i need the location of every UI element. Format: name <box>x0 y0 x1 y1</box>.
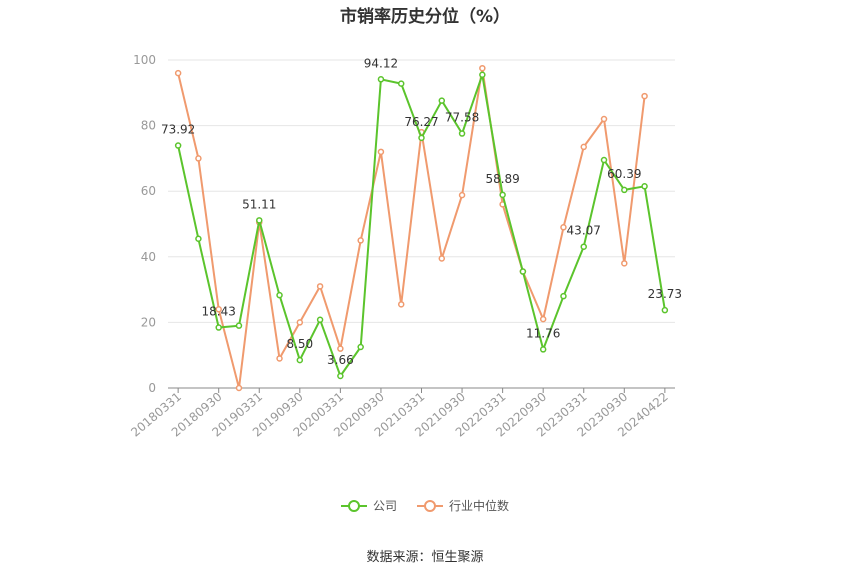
data-point-company <box>661 306 669 314</box>
chart-title: 市销率历史分位（%） <box>339 7 511 27</box>
legend-item-company[interactable]: 公司 <box>340 497 397 514</box>
data-point-company <box>641 183 648 190</box>
data-point-company <box>276 291 283 299</box>
data-point-industry <box>337 345 344 352</box>
data-label: 77.58 <box>445 111 479 125</box>
data-point-company <box>195 235 202 243</box>
y-tick-label: 80 <box>141 119 156 133</box>
data-point-industry <box>195 155 202 162</box>
data-label: 51.11 <box>242 197 276 211</box>
data-point-industry <box>174 69 182 77</box>
data-point-industry <box>600 115 608 123</box>
data-point-industry <box>580 143 587 151</box>
data-point-company <box>256 217 263 224</box>
data-point-company <box>235 322 243 329</box>
data-point-industry <box>641 92 648 100</box>
legend-company-swatch <box>340 499 367 512</box>
series-line-industry <box>177 67 646 389</box>
y-tick-label: 60 <box>141 184 156 198</box>
data-point-company <box>600 156 608 164</box>
data-point-industry <box>621 260 628 267</box>
data-label: 76.27 <box>404 115 438 129</box>
legend-industry-label: 行业中位数 <box>449 499 510 513</box>
data-point-industry <box>458 191 466 199</box>
data-point-industry <box>316 283 324 290</box>
data-label: 11.76 <box>526 326 560 340</box>
data-point-company <box>458 130 466 137</box>
data-label: 58.89 <box>485 172 519 186</box>
data-point-company <box>479 71 486 79</box>
data-point-company <box>316 316 324 324</box>
data-point-company <box>296 356 304 364</box>
y-tick-label: 0 <box>148 381 156 395</box>
data-point-industry <box>377 148 385 156</box>
data-point-industry <box>215 306 222 313</box>
data-label: 8.50 <box>286 337 313 351</box>
data-point-industry <box>479 64 486 72</box>
data-point-company <box>337 372 344 380</box>
data-label: 18.43 <box>202 305 236 319</box>
data-point-company <box>560 292 567 300</box>
data-point-industry <box>276 355 283 362</box>
source-note: 数据来源：恒生聚源 <box>366 550 484 565</box>
data-point-company <box>397 80 405 87</box>
data-point-company <box>539 346 547 353</box>
data-point-company <box>418 134 425 142</box>
data-point-company <box>215 324 222 331</box>
data-label: 23.73 <box>648 287 682 301</box>
y-tick-label: 20 <box>141 315 156 329</box>
data-point-industry <box>438 255 446 262</box>
data-point-company <box>580 243 587 250</box>
data-label: 43.07 <box>567 224 601 238</box>
data-point-industry <box>357 237 364 244</box>
data-point-industry <box>397 301 405 308</box>
legend-item-industry[interactable]: 行业中位数 <box>417 497 509 514</box>
data-point-industry <box>296 319 304 326</box>
data-label: 60.39 <box>607 167 641 181</box>
data-point-company <box>357 343 364 351</box>
data-point-company <box>621 186 628 194</box>
data-label: 3.66 <box>327 353 354 367</box>
data-label: 73.92 <box>161 123 195 137</box>
data-point-company <box>499 191 506 199</box>
data-point-company <box>174 142 182 149</box>
legend-industry-swatch <box>417 499 443 512</box>
data-point-industry <box>539 315 547 323</box>
data-point-company <box>377 76 385 83</box>
y-tick-label: 40 <box>141 250 156 264</box>
legend-company-label: 公司 <box>372 499 397 513</box>
data-point-company <box>438 97 446 104</box>
data-point-industry <box>560 224 567 231</box>
data-point-company <box>519 268 527 275</box>
data-label: 94.12 <box>364 56 398 70</box>
legend: 公司 行业中位数 <box>0 497 850 514</box>
data-point-industry <box>235 384 243 392</box>
y-tick-label: 100 <box>133 53 156 67</box>
